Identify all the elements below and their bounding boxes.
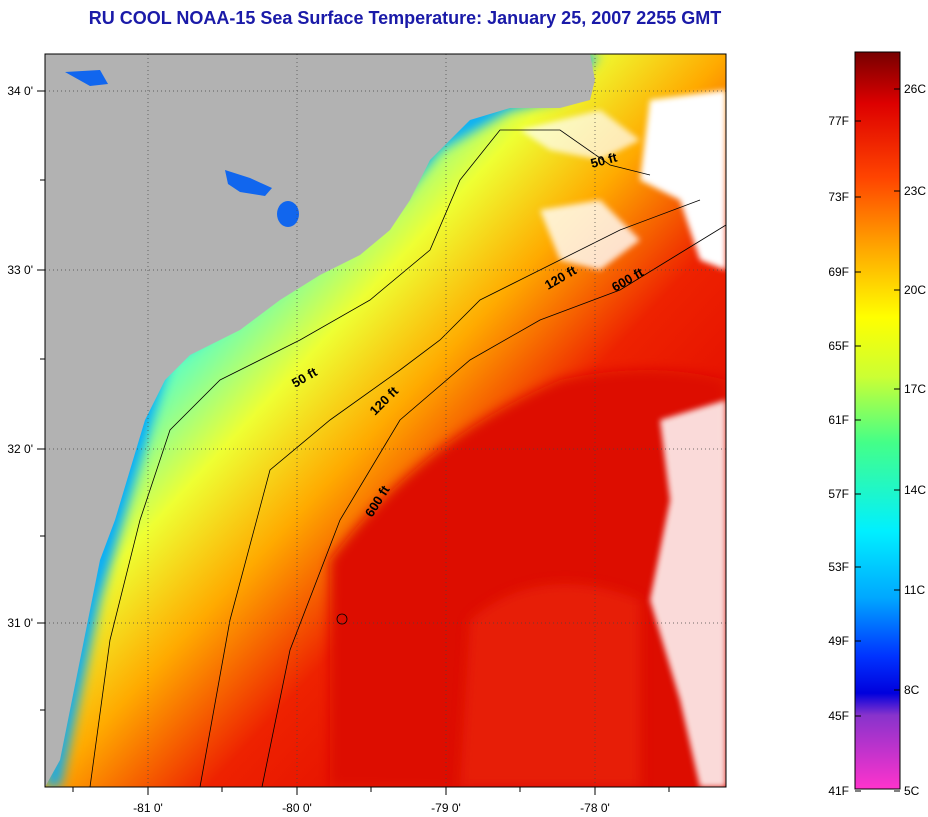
lon-tick-80: -80 0' bbox=[282, 801, 312, 815]
lat-tick-31: 31 0' bbox=[7, 616, 33, 630]
colorbar-celsius-scale: 26C 23C 20C 17C 14C 11C 8C 5C bbox=[894, 82, 926, 798]
colorbar-label-c: 17C bbox=[904, 382, 926, 396]
colorbar-label-c: 11C bbox=[904, 583, 925, 597]
colorbar-label-c: 26C bbox=[904, 82, 926, 96]
colorbar-label-f: 69F bbox=[828, 265, 849, 279]
colorbar-fahrenheit-scale: 77F 73F 69F 65F 61F 57F 53F 49F 45F 41F bbox=[828, 114, 861, 798]
lon-tick-81: -81 0' bbox=[133, 801, 163, 815]
gulf-stream-eddy bbox=[460, 584, 640, 787]
colorbar-label-f: 65F bbox=[828, 339, 849, 353]
colorbar-label-f: 41F bbox=[828, 784, 849, 798]
colorbar-label-f: 45F bbox=[828, 709, 849, 723]
lon-tick-79: -79 0' bbox=[431, 801, 461, 815]
colorbar-label-c: 8C bbox=[904, 683, 920, 697]
colorbar-label-f: 73F bbox=[828, 190, 849, 204]
station-marker bbox=[336, 613, 348, 625]
colorbar-label-f: 61F bbox=[828, 413, 849, 427]
colorbar-label-f: 49F bbox=[828, 634, 849, 648]
colorbar-label-f: 53F bbox=[828, 560, 849, 574]
bathymetry-contours bbox=[89, 129, 726, 787]
lat-tick-33: 33 0' bbox=[7, 263, 33, 277]
graticule bbox=[45, 54, 726, 787]
colorbar-label-c: 20C bbox=[904, 283, 926, 297]
lat-tick-32: 32 0' bbox=[7, 442, 33, 456]
inland-lakes bbox=[65, 70, 299, 227]
lat-tick-34: 34 0' bbox=[7, 84, 33, 98]
colorbar-label-c: 14C bbox=[904, 483, 926, 497]
contour-label-50ft-north: 50 ft bbox=[589, 149, 619, 171]
land-mass bbox=[45, 54, 595, 787]
map-title: RU COOL NOAA-15 Sea Surface Temperature:… bbox=[88, 8, 722, 28]
lon-tick-78: -78 0' bbox=[580, 801, 610, 815]
colorbar-label-c: 5C bbox=[904, 784, 920, 798]
colorbar bbox=[854, 51, 901, 790]
colorbar-label-f: 77F bbox=[828, 114, 849, 128]
axis-ticks bbox=[37, 90, 670, 795]
colorbar-label-f: 57F bbox=[828, 487, 849, 501]
plot-frame bbox=[44, 53, 727, 788]
colorbar-label-c: 23C bbox=[904, 184, 926, 198]
cloud-cover bbox=[520, 90, 726, 787]
sst-plot-area: 50 ft 120 ft 600 ft 50 ft 120 ft 600 ft bbox=[45, 54, 726, 787]
